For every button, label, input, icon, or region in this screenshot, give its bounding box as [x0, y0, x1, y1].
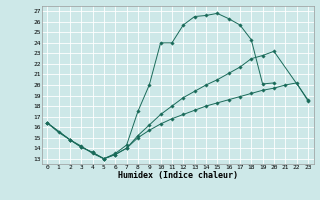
X-axis label: Humidex (Indice chaleur): Humidex (Indice chaleur) — [118, 171, 237, 180]
